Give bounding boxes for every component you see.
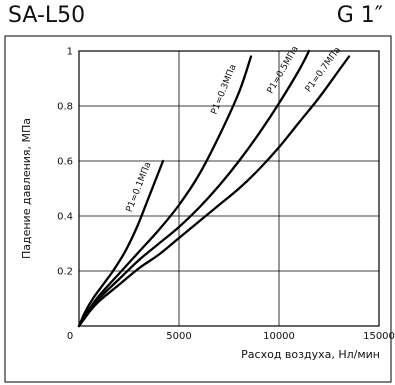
series-label-1: P1=0.1МПа xyxy=(125,161,154,214)
y-tick-label-1: 1 xyxy=(67,47,73,58)
series-curve-2 xyxy=(77,55,253,328)
plot-area-border xyxy=(78,50,380,327)
x-tick-label-10000: 10000 xyxy=(263,331,295,342)
y-tick-label-0-6: 0.6 xyxy=(57,157,73,168)
series-curve-1 xyxy=(77,159,165,328)
y-tick-label-0-8: 0.8 xyxy=(57,102,73,113)
origin-tick-label: 0 xyxy=(67,331,73,342)
y-tick-label-0-4: 0.4 xyxy=(57,212,73,223)
x-axis-title: Расход воздуха, Нл/мин xyxy=(241,348,380,361)
chart-grid xyxy=(79,51,379,326)
series-curve-4 xyxy=(77,55,351,328)
x-tick-label-5000: 5000 xyxy=(166,331,191,342)
series-curve-3 xyxy=(77,49,311,328)
x-tick-label-15000: 15000 xyxy=(363,331,395,342)
chart-frame xyxy=(4,35,392,383)
series-label-4: P1=0.7МПа xyxy=(304,46,343,95)
x-tick-labels: 5000 10000 15000 xyxy=(166,331,395,342)
y-axis-title: Падение давления, МПа xyxy=(20,118,33,259)
series-curves xyxy=(77,49,351,328)
port-size-title: G 1″ xyxy=(336,3,383,28)
y-tick-label-0-2: 0.2 xyxy=(57,267,73,278)
series-labels: P1=0.1МПа P1=0.3МПа P1=0.5МПа P1=0.7МПа xyxy=(125,45,343,214)
model-title: SA-L50 xyxy=(8,3,86,28)
y-tick-labels: 0.2 0.4 0.6 0.8 1 xyxy=(57,47,73,278)
series-label-3: P1=0.5МПа xyxy=(266,45,301,96)
series-label-2: P1=0.3МПа xyxy=(210,63,239,116)
